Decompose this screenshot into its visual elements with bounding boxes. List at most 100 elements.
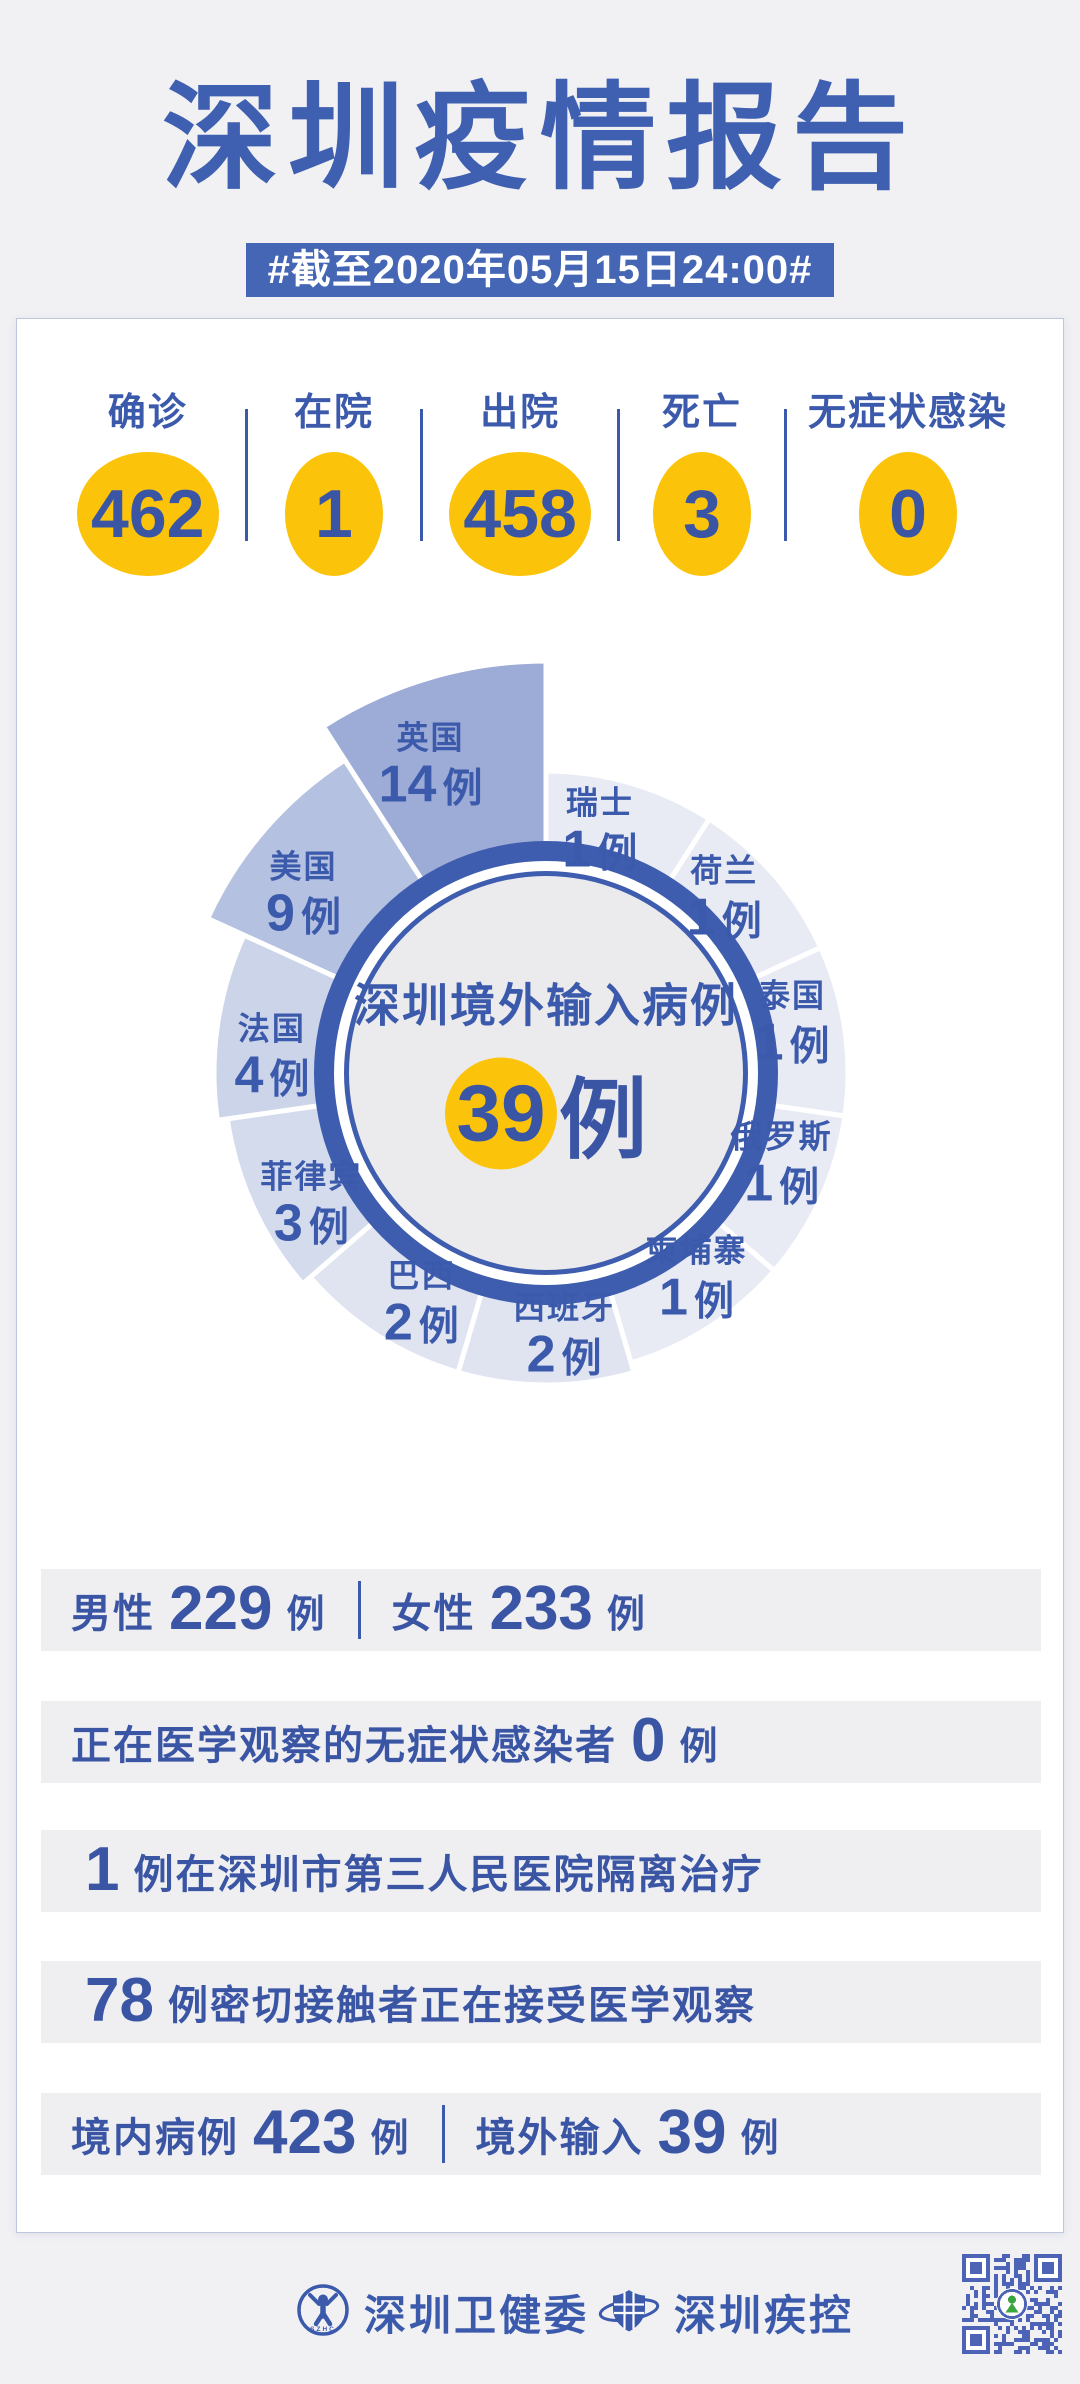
row-unit: 例 xyxy=(740,2117,779,2160)
row-num: 1 xyxy=(85,1834,120,1904)
subtitle-badge-wrap: #截至2020年05月15日24:00# xyxy=(0,243,1080,297)
pie-label-美国: 美国 9 例 xyxy=(266,841,341,940)
pie-label-西班牙: 西班牙 2 例 xyxy=(513,1282,615,1381)
report-date-badge: #截至2020年05月15日24:00# xyxy=(245,243,835,297)
row-num: 229 xyxy=(169,1573,273,1643)
row-label: 境外输入 xyxy=(475,2116,644,2160)
chart-center-title: 深圳境外输入病例 xyxy=(354,979,738,1032)
pie-label-value: 14 例 xyxy=(378,755,483,814)
rose-chart-svg xyxy=(204,658,851,1388)
chart-center-value-line: 39 例 xyxy=(346,1050,746,1177)
row-num: 233 xyxy=(489,1573,593,1643)
stat-confirmed-value: 462 xyxy=(91,476,205,552)
pie-label-法国: 法国 4 例 xyxy=(234,1003,309,1102)
row-unit: 例 xyxy=(370,2117,409,2160)
row-label: 女性 xyxy=(391,1592,476,1636)
row-separator xyxy=(442,2105,446,2163)
pie-label-英国: 英国 14 例 xyxy=(379,712,483,811)
stat-confirmed-label: 确诊 xyxy=(107,392,188,434)
pie-label-柬埔寨: 柬埔寨 1 例 xyxy=(646,1225,748,1324)
stat-in-hospital-circle: 1 xyxy=(284,452,383,576)
summary-row-1: 正在医学观察的无症状感染者 0 例 xyxy=(41,1701,1041,1783)
pie-label-country: 法国 xyxy=(237,1010,306,1047)
row-unit: 例 xyxy=(679,1725,718,1768)
summary-row-2: 1 例在深圳市第三人民医院隔离治疗 xyxy=(41,1830,1041,1912)
pie-label-俄罗斯: 俄罗斯 1 例 xyxy=(731,1112,833,1211)
stat-asymptomatic-value: 0 xyxy=(889,476,927,552)
stat-asymptomatic: 无症状感染 0 xyxy=(787,381,1029,576)
pie-label-country: 柬埔寨 xyxy=(645,1232,748,1269)
pie-label-country: 瑞士 xyxy=(565,784,634,821)
row-label: 正在医学观察的无症状感染者 xyxy=(71,1724,617,1768)
org-shenzhen-health-commission-label: 深圳卫健委 xyxy=(364,2292,590,2339)
pie-label-country: 美国 xyxy=(269,848,338,885)
svg-text:SZHC: SZHC xyxy=(310,2326,336,2333)
stat-deaths-value: 3 xyxy=(683,476,721,552)
stat-divider xyxy=(784,409,788,541)
qr-code xyxy=(962,2254,1062,2354)
stat-divider xyxy=(616,409,620,541)
stat-in-hospital-value: 1 xyxy=(315,476,353,552)
pie-label-country: 巴西 xyxy=(387,1257,456,1294)
shenzhen-health-commission-logo-icon: SZHC xyxy=(296,2283,350,2342)
org-shenzhen-cdc-label: 深圳疾控 xyxy=(674,2292,855,2339)
row-label: 境内病例 xyxy=(71,2116,239,2160)
pie-label-巴西: 巴西 2 例 xyxy=(384,1251,459,1350)
row-label: 男性 xyxy=(71,1592,155,1636)
pie-label-country: 菲律宾 xyxy=(260,1158,363,1195)
pie-label-瑞士: 瑞士 1 例 xyxy=(562,778,637,877)
pie-label-菲律宾: 菲律宾 3 例 xyxy=(260,1151,362,1250)
row-separator xyxy=(358,1581,362,1639)
stat-discharged-circle: 458 xyxy=(449,452,591,576)
pie-label-country: 荷兰 xyxy=(690,852,759,889)
stat-divider xyxy=(420,409,424,541)
row-num: 78 xyxy=(85,1965,154,2035)
chart-ring xyxy=(349,876,743,1270)
summary-row-3: 78 例密切接触者正在接受医学观察 xyxy=(41,1961,1041,2043)
pie-label-泰国: 泰国 1 例 xyxy=(755,970,830,1069)
org-shenzhen-health-commission: SZHC 深圳卫健委 xyxy=(296,2282,589,2343)
summary-row-4: 境内病例 423 例 境外输入 39 例 xyxy=(41,2093,1041,2175)
stat-deaths: 死亡 3 xyxy=(620,381,784,576)
stat-in-hospital: 在院 1 xyxy=(248,381,421,576)
pie-label-country: 西班牙 xyxy=(513,1289,616,1326)
chart-center: 深圳境外输入病例 39 例 xyxy=(346,970,746,1177)
row-label: 例密切接触者正在接受医学观察 xyxy=(167,1984,756,2028)
imported-cases-rose-chart: 瑞士 1 例荷兰 1 例泰国 1 例俄罗斯 1 例柬埔寨 1 例西班牙 2 例巴西 2 例菲律宾 3 例法国 4 例… xyxy=(126,653,966,1493)
row-num: 0 xyxy=(631,1705,666,1775)
summary-row-0: 男性 229 例 女性 233 例 xyxy=(41,1569,1041,1651)
row-num: 39 xyxy=(657,2097,727,2167)
stat-asymptomatic-circle: 0 xyxy=(859,452,958,576)
stats-row: 确诊 462 在院 1 出院 458 死亡 3 无症状感 xyxy=(51,381,1029,576)
chart-center-total: 39 xyxy=(444,1057,557,1169)
org-shenzhen-cdc: 深圳疾控 xyxy=(598,2282,854,2343)
shenzhen-cdc-shield-logo-icon xyxy=(598,2283,660,2342)
stat-divider xyxy=(244,409,248,541)
stat-deaths-label: 死亡 xyxy=(661,392,742,434)
report-card: 确诊 462 在院 1 出院 458 死亡 3 无症状感 xyxy=(16,318,1064,2233)
stat-confirmed: 确诊 462 xyxy=(51,381,245,576)
page-title: 深圳疫情报告 xyxy=(162,73,918,203)
pie-label-country: 俄罗斯 xyxy=(730,1118,833,1155)
stat-asymptomatic-label: 无症状感染 xyxy=(808,392,1009,434)
stat-discharged: 出院 458 xyxy=(423,381,617,576)
row-num: 423 xyxy=(253,2097,357,2167)
row-unit: 例 xyxy=(286,1593,325,1636)
stat-in-hospital-label: 在院 xyxy=(293,392,374,434)
row-unit: 例 xyxy=(606,1593,645,1636)
pie-label-荷兰: 荷兰 1 例 xyxy=(687,846,762,945)
chart-center-unit: 例 xyxy=(558,1070,647,1170)
pie-label-country: 英国 xyxy=(396,719,465,756)
stat-confirmed-circle: 462 xyxy=(77,452,219,576)
pie-label-country: 泰国 xyxy=(758,977,827,1014)
